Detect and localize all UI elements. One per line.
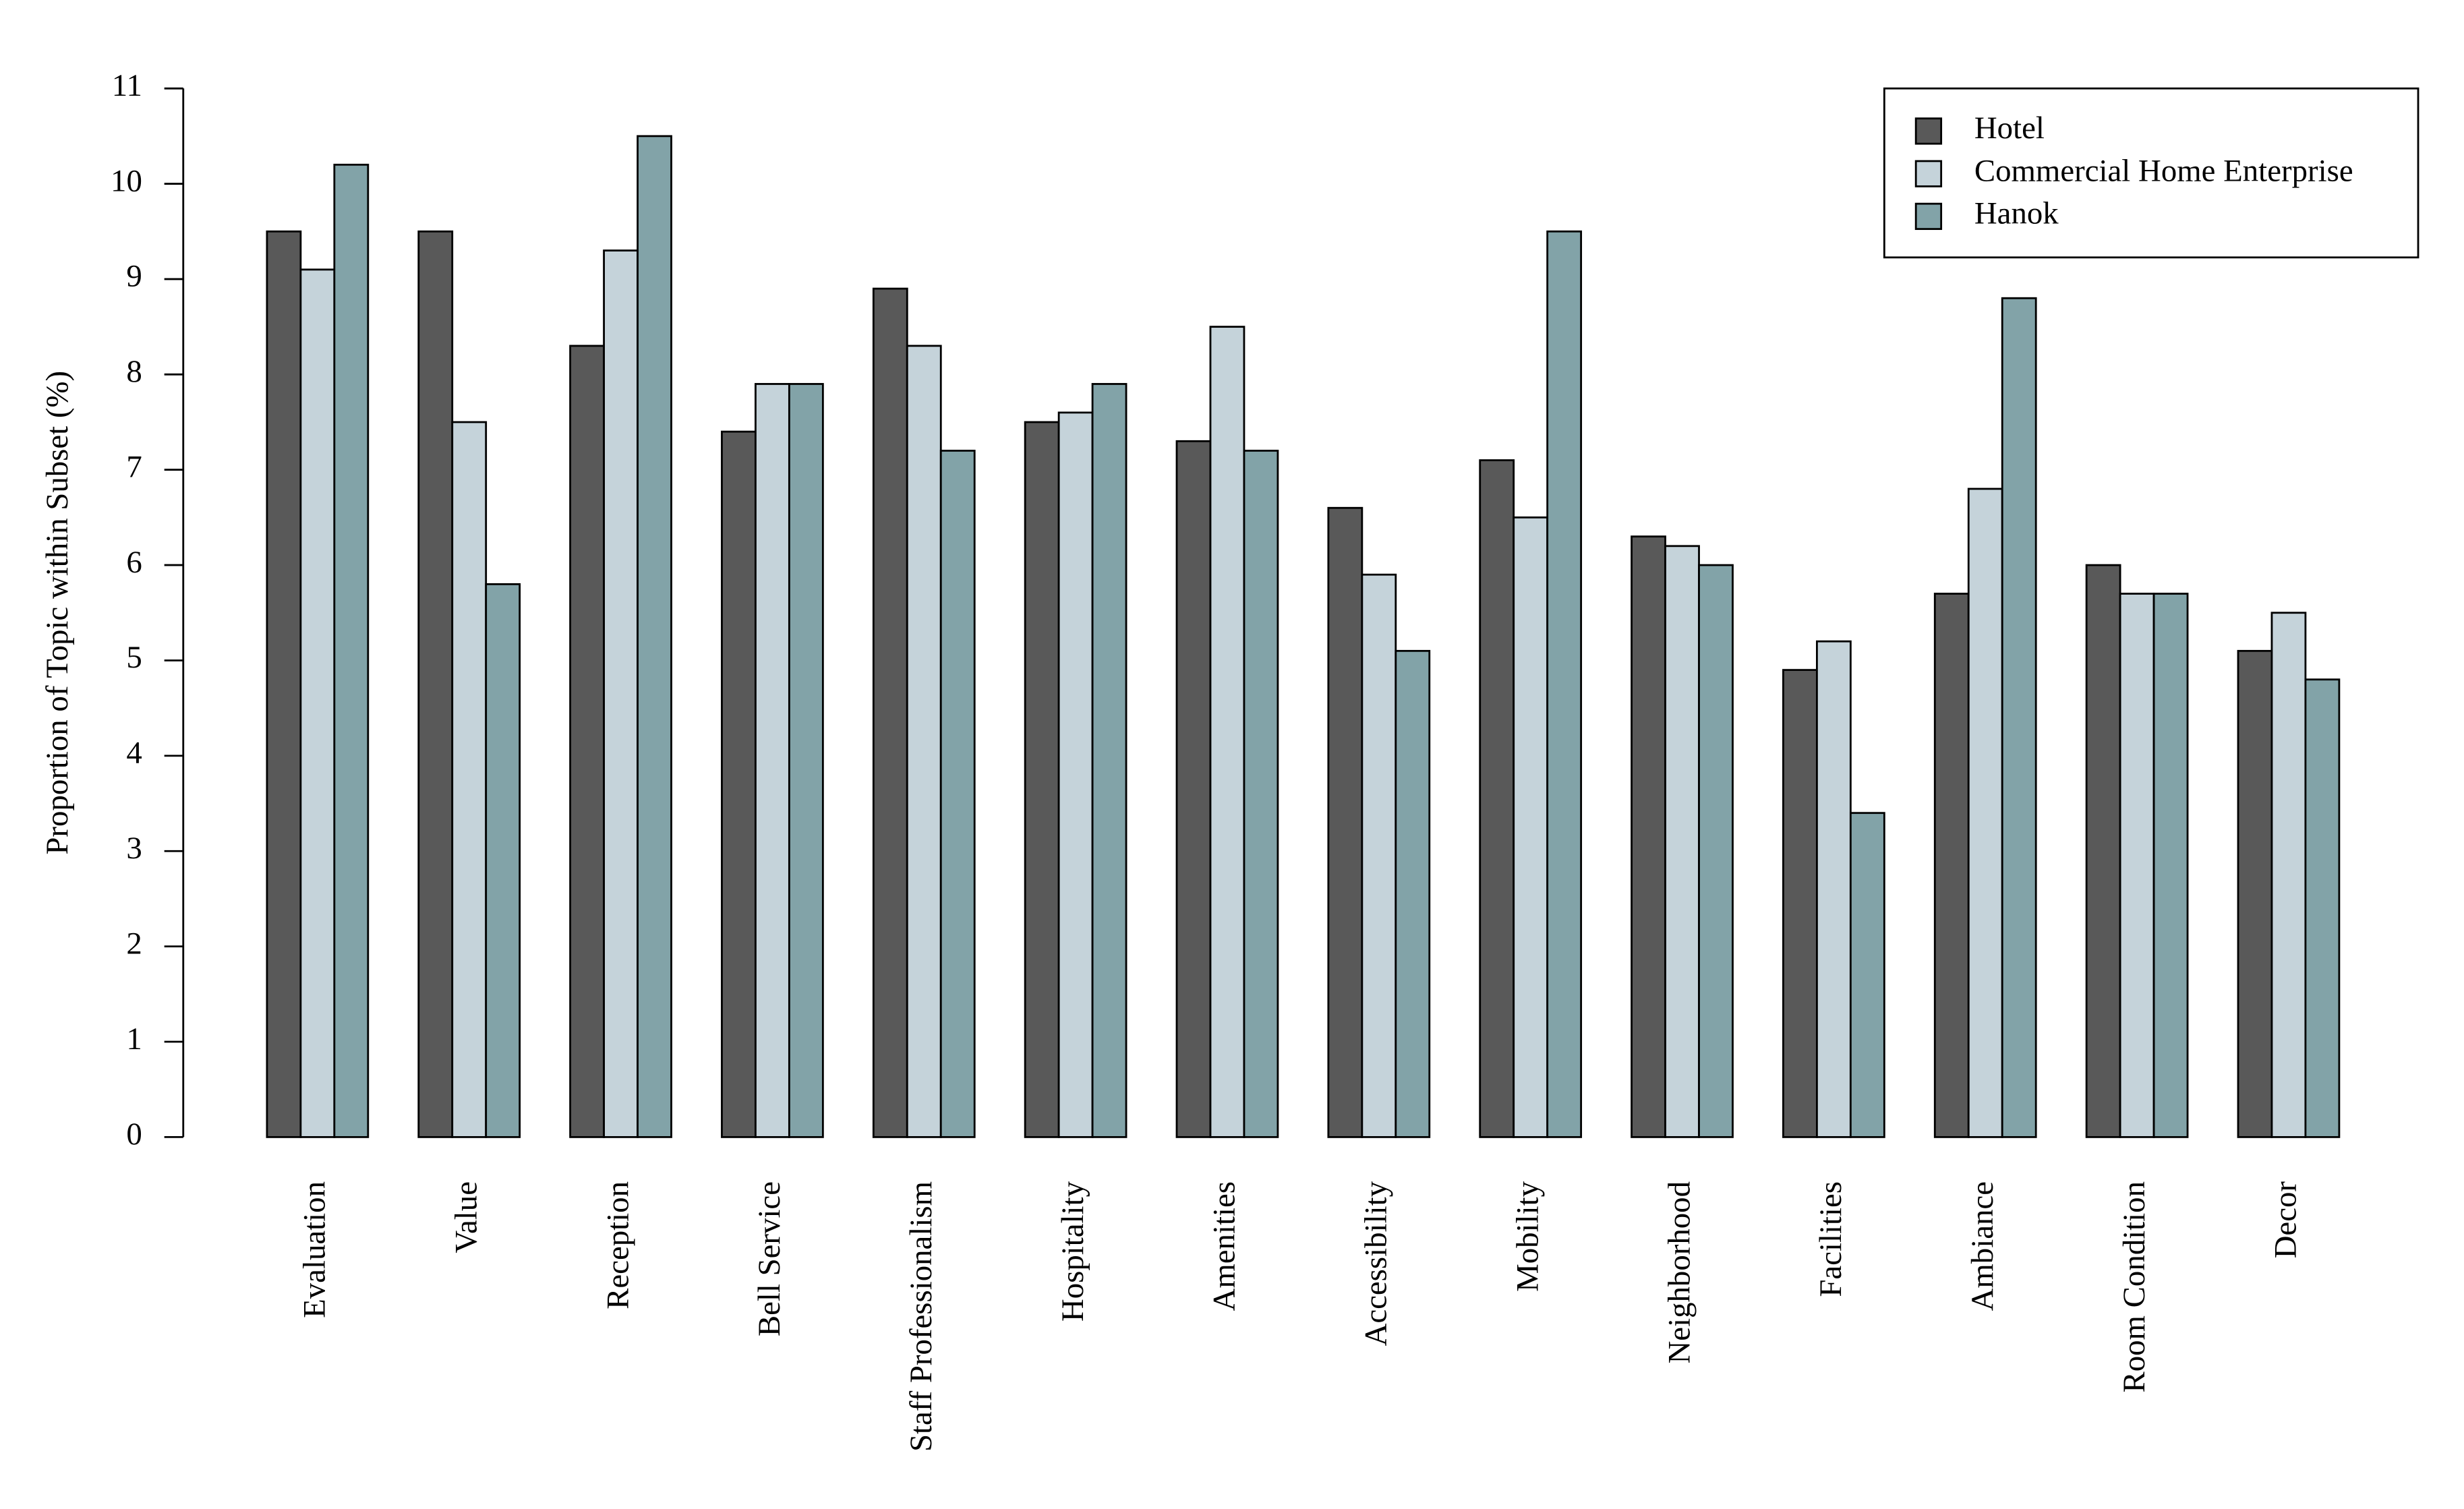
y-tick-label: 0 xyxy=(126,1117,142,1152)
x-tick-label: Hospitality xyxy=(1055,1181,1090,1322)
bar xyxy=(1782,669,1818,1138)
y-tick-label: 3 xyxy=(126,831,142,866)
x-tick-label: Decor xyxy=(2268,1181,2304,1259)
bar xyxy=(939,450,976,1138)
y-tick-label: 8 xyxy=(126,354,142,389)
x-tick-label: Room Condition xyxy=(2117,1181,2152,1393)
bar xyxy=(1933,593,1970,1138)
x-tick-label: Staff Professionalism xyxy=(904,1181,939,1452)
bar xyxy=(1091,383,1127,1138)
legend-box xyxy=(1883,87,2419,259)
x-tick-label: Ambiance xyxy=(1965,1181,2000,1311)
legend-swatch xyxy=(1914,160,1943,187)
legend-label: Hotel xyxy=(1974,111,2045,146)
x-tick-label: Mobility xyxy=(1510,1181,1545,1292)
bar xyxy=(721,430,757,1138)
bar xyxy=(2237,649,2273,1138)
bar xyxy=(906,345,942,1138)
bar xyxy=(1698,564,1734,1138)
y-tick-label: 10 xyxy=(111,163,142,198)
bar xyxy=(2304,678,2341,1138)
x-tick-label: Reception xyxy=(600,1181,635,1309)
bar xyxy=(603,249,639,1138)
bar xyxy=(1664,545,1700,1138)
x-tick-label: Amenities xyxy=(1207,1181,1242,1311)
y-tick-label: 6 xyxy=(126,545,142,580)
bar xyxy=(299,268,336,1138)
y-tick-label: 4 xyxy=(126,736,142,771)
bar xyxy=(1395,649,1431,1138)
x-tick-label: Accessibility xyxy=(1359,1181,1394,1346)
y-axis-label: Proportion of Topic within Subset (%) xyxy=(40,371,75,855)
y-tick-label: 9 xyxy=(126,259,142,294)
bar xyxy=(1243,450,1279,1138)
bar xyxy=(2119,593,2155,1138)
bar xyxy=(1361,573,1397,1138)
bar xyxy=(1816,640,1852,1138)
legend-label: Commercial Home Enterprise xyxy=(1974,153,2353,188)
bar xyxy=(417,230,454,1138)
x-tick-label: Value xyxy=(448,1181,483,1253)
bar xyxy=(1327,506,1363,1138)
bar xyxy=(1967,487,2003,1138)
legend-label: Hanok xyxy=(1974,196,2059,231)
y-tick-label: 7 xyxy=(126,449,142,484)
bar xyxy=(1209,326,1245,1138)
legend-swatch xyxy=(1914,117,1943,145)
y-tick-label: 11 xyxy=(112,68,142,103)
x-tick-label: Evaluation xyxy=(297,1181,332,1318)
bar xyxy=(2085,564,2121,1138)
x-tick-label: Bell Service xyxy=(752,1181,787,1336)
bar xyxy=(1057,411,1094,1138)
bar xyxy=(1631,535,1666,1138)
bar xyxy=(569,345,605,1138)
bar xyxy=(788,383,824,1138)
y-tick-label: 5 xyxy=(126,640,142,675)
bar xyxy=(755,383,790,1138)
x-tick-label: Neighborhood xyxy=(1662,1181,1697,1364)
bar xyxy=(1024,421,1060,1138)
x-tick-label: Facilities xyxy=(1813,1181,1848,1297)
y-tick-label: 1 xyxy=(126,1022,142,1057)
legend-swatch xyxy=(1914,202,1943,231)
bar xyxy=(266,230,302,1138)
bar xyxy=(333,163,370,1138)
bar xyxy=(1546,230,1583,1138)
bar xyxy=(451,421,488,1138)
bar xyxy=(637,135,672,1138)
bar xyxy=(2270,612,2307,1138)
bar xyxy=(1479,459,1515,1138)
bar xyxy=(1513,516,1549,1138)
bar xyxy=(1849,812,1885,1138)
bar xyxy=(2001,297,2037,1138)
bar xyxy=(872,287,908,1138)
bar xyxy=(485,583,521,1138)
y-tick-label: 2 xyxy=(126,926,142,961)
bar xyxy=(1175,440,1212,1138)
bar xyxy=(2152,593,2189,1138)
